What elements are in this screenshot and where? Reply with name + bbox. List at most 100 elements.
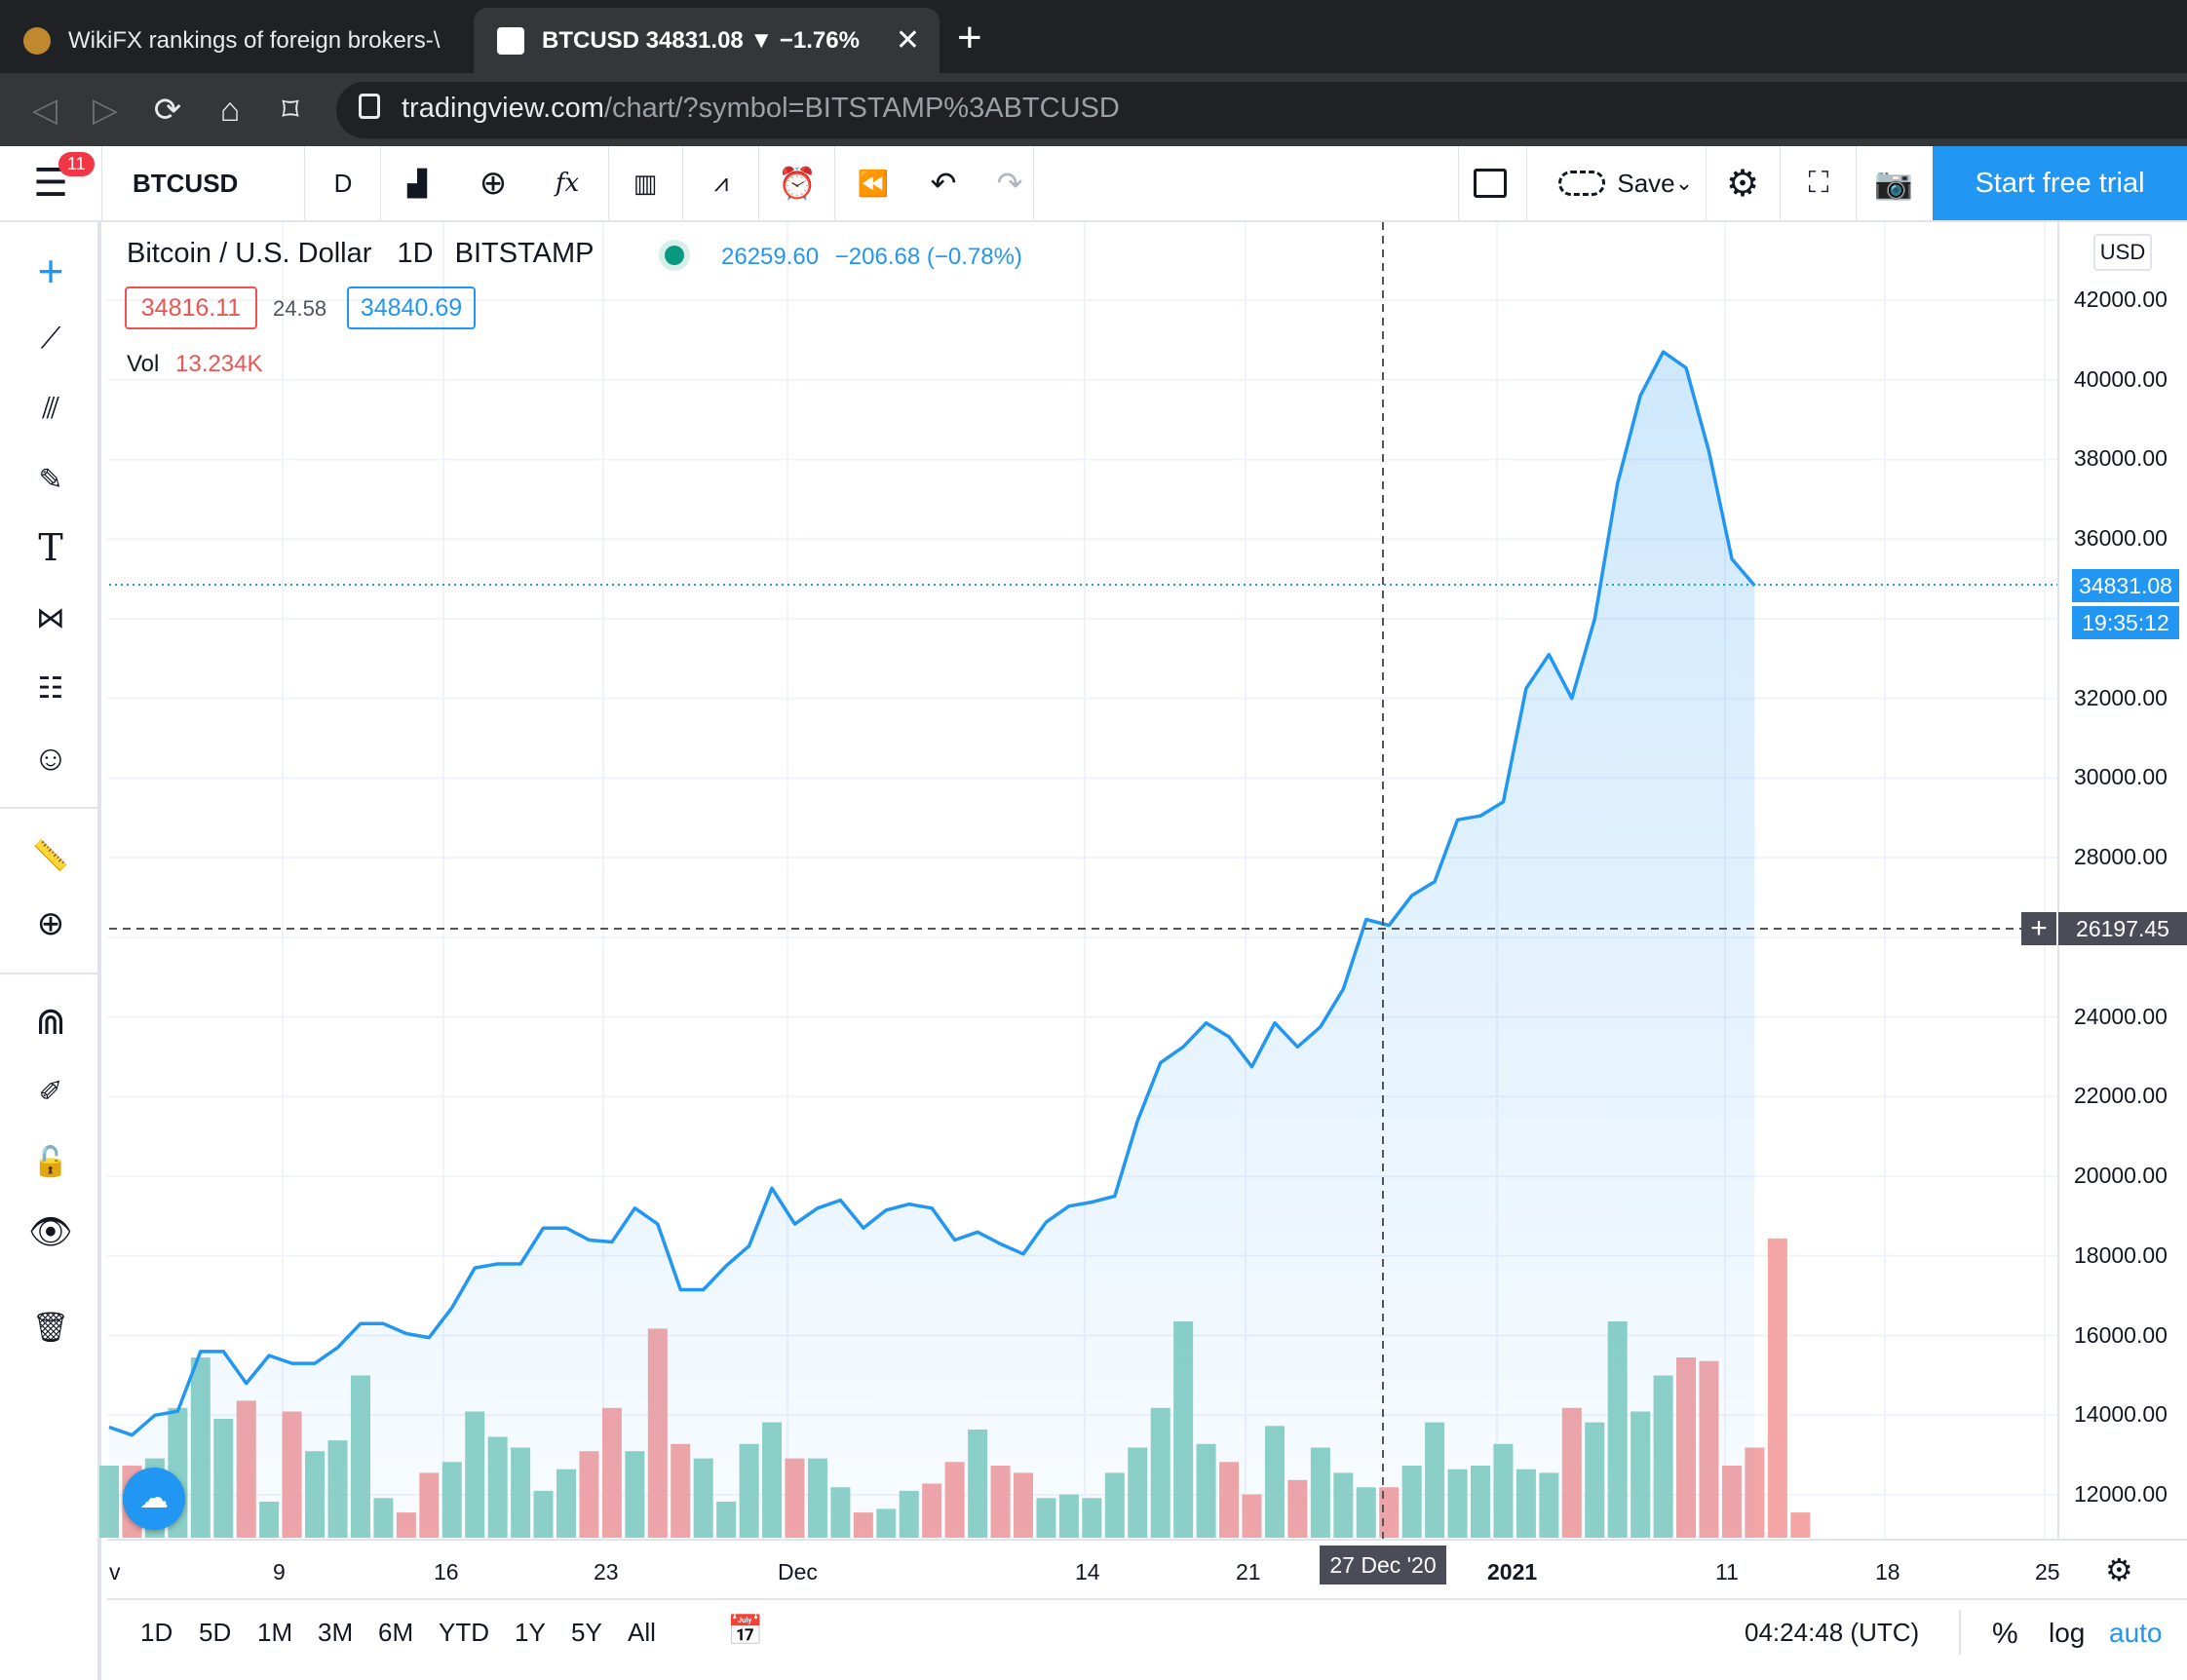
currency-button[interactable]: USD: [2093, 234, 2152, 271]
redo-icon[interactable]: ↷: [996, 166, 1023, 201]
indicators-fx-icon[interactable]: fx: [555, 169, 580, 198]
range-button-3m[interactable]: 3M: [318, 1618, 354, 1647]
bottom-toolbar: [107, 1598, 2187, 1680]
volume-label: Vol: [127, 351, 160, 377]
time-tick-label: 25: [2035, 1559, 2060, 1585]
wikifx-favicon-icon: [23, 26, 51, 55]
magnet-icon[interactable]: ⋒: [35, 1001, 66, 1043]
time-tick-label: v: [109, 1559, 121, 1585]
range-button-1y[interactable]: 1Y: [515, 1618, 546, 1647]
legend-ohlc: 26259.60 −206.68 (−0.78%): [721, 244, 1022, 271]
compare-plus-icon[interactable]: ⊕: [479, 165, 508, 202]
tradingview-logo-icon[interactable]: ☁: [123, 1468, 185, 1530]
start-free-trial-button[interactable]: Start free trial: [1933, 146, 2187, 220]
price-tick-label: 16000.00: [2074, 1321, 2168, 1348]
replay-icon[interactable]: ⏪: [857, 168, 890, 198]
layout-square-icon[interactable]: [1460, 146, 1520, 220]
price-tick-label: 32000.00: [2074, 684, 2168, 710]
price-tick-label: 40000.00: [2074, 365, 2168, 392]
sell-price-box[interactable]: 34816.11: [125, 286, 257, 329]
bars-icon[interactable]: ▟: [407, 168, 427, 198]
time-tick-label: 23: [594, 1559, 619, 1585]
symbol-search-button[interactable]: BTCUSD: [133, 168, 239, 198]
date-range-calendar-icon[interactable]: 📅: [727, 1615, 764, 1647]
close-tab-icon[interactable]: ✕: [895, 24, 920, 57]
crosshair-add-icon[interactable]: +: [2021, 912, 2056, 945]
save-button[interactable]: Save: [1534, 146, 1700, 220]
eye-icon[interactable]: 👁: [28, 1211, 73, 1251]
percent-scale-button[interactable]: %: [1992, 1618, 2018, 1650]
volume-legend[interactable]: Vol 13.234K: [127, 351, 262, 378]
crosshair-price-label: 26197.45: [2058, 912, 2187, 945]
buy-price-box[interactable]: 34840.69: [347, 286, 476, 329]
brush-icon[interactable]: ✎: [38, 463, 63, 496]
save-label: Save: [1617, 168, 1675, 198]
text-icon[interactable]: T: [38, 526, 63, 569]
utc-clock[interactable]: 04:24:48 (UTC): [1745, 1618, 1920, 1647]
last-price-label: 34831.08: [2072, 569, 2179, 602]
lock-drawing-icon[interactable]: ✐: [38, 1075, 63, 1108]
reload-icon[interactable]: ⟳: [153, 92, 182, 129]
back-icon[interactable]: ◁: [31, 92, 58, 129]
crosshair-date-label: 27 Dec '20: [1320, 1546, 1446, 1585]
price-tick-label: 28000.00: [2074, 844, 2168, 870]
axis-settings-gear-icon[interactable]: ⚙: [2105, 1552, 2133, 1587]
range-button-5y[interactable]: 5Y: [571, 1618, 602, 1647]
tab-tradingview[interactable]: BTCUSD 34831.08 ▼ −1.76% ✕: [474, 8, 940, 73]
auto-scale-button[interactable]: auto: [2109, 1618, 2163, 1648]
range-button-all[interactable]: All: [628, 1618, 656, 1647]
price-tick-label: 14000.00: [2074, 1401, 2168, 1428]
chart-top-toolbar: [0, 146, 2187, 222]
fullscreen-icon[interactable]: ⛶: [1808, 167, 1829, 199]
forward-icon[interactable]: ▷: [92, 92, 119, 129]
bookmark-icon[interactable]: ⌑: [282, 92, 299, 129]
price-tick-label: 38000.00: [2074, 445, 2168, 472]
crosshair-icon[interactable]: +: [37, 246, 64, 296]
price-tick-label: 20000.00: [2074, 1163, 2168, 1189]
ruler-icon[interactable]: 📏: [32, 839, 69, 872]
interval-button[interactable]: D: [333, 168, 353, 198]
price-line: [108, 350, 1756, 1437]
new-tab-button[interactable]: +: [957, 14, 982, 61]
cloud-icon: [1558, 171, 1606, 196]
camera-icon[interactable]: 📷: [1874, 166, 1913, 201]
home-icon[interactable]: ⌂: [219, 92, 241, 129]
address-bar[interactable]: [336, 82, 2187, 138]
emoji-icon[interactable]: ☺: [32, 738, 69, 778]
tab-wikifx[interactable]: WikiFX rankings of foreign brokers-\: [0, 8, 466, 73]
gear-icon[interactable]: ⚙: [1725, 163, 1760, 205]
spread-value: 24.58: [273, 296, 327, 321]
range-button-ytd[interactable]: YTD: [439, 1618, 489, 1647]
zoom-in-icon[interactable]: ⊕: [36, 905, 65, 942]
volume-value: 13.234K: [175, 351, 263, 377]
tab-title: WikiFX rankings of foreign brokers-\: [68, 26, 441, 54]
range-button-1m[interactable]: 1M: [257, 1618, 293, 1647]
unlock-icon[interactable]: 🔓: [32, 1145, 69, 1178]
url-text[interactable]: tradingview.com/chart/?symbol=BITSTAMP%3…: [402, 93, 1120, 124]
time-tick-label: 9: [273, 1559, 286, 1585]
time-tick-label: 14: [1075, 1559, 1100, 1585]
price-area-fill: [109, 352, 1755, 1541]
alert-icon[interactable]: ⏰: [778, 166, 817, 201]
templates-icon[interactable]: ▥: [633, 168, 658, 198]
browser-tab-strip: WikiFX rankings of foreign brokers-\ BTC…: [0, 0, 2187, 73]
chart-legend-title[interactable]: Bitcoin / U.S. Dollar 1D BITSTAMP: [127, 238, 595, 270]
log-scale-button[interactable]: log: [2049, 1618, 2086, 1648]
price-tick-label: 36000.00: [2074, 525, 2168, 552]
pattern-icon[interactable]: ⋈: [36, 601, 65, 634]
fib-icon[interactable]: ⫻: [42, 393, 59, 425]
prediction-icon[interactable]: ☷: [37, 671, 64, 705]
trash-icon[interactable]: 🗑: [31, 1311, 70, 1344]
time-tick-label: 11: [1715, 1559, 1739, 1585]
range-button-5d[interactable]: 5D: [199, 1618, 232, 1647]
time-tick-label: Dec: [778, 1559, 818, 1585]
symbol-description: Bitcoin / U.S. Dollar: [127, 238, 372, 269]
time-tick-label: 16: [434, 1559, 459, 1585]
undo-icon[interactable]: ↶: [930, 166, 957, 201]
indicator-templates-icon[interactable]: ⩘: [713, 168, 729, 197]
trend-line-icon[interactable]: ⟋: [40, 323, 61, 355]
range-button-1d[interactable]: 1D: [140, 1618, 173, 1647]
chevron-down-icon[interactable]: ⌄: [1674, 171, 1694, 195]
range-button-6m[interactable]: 6M: [378, 1618, 414, 1647]
